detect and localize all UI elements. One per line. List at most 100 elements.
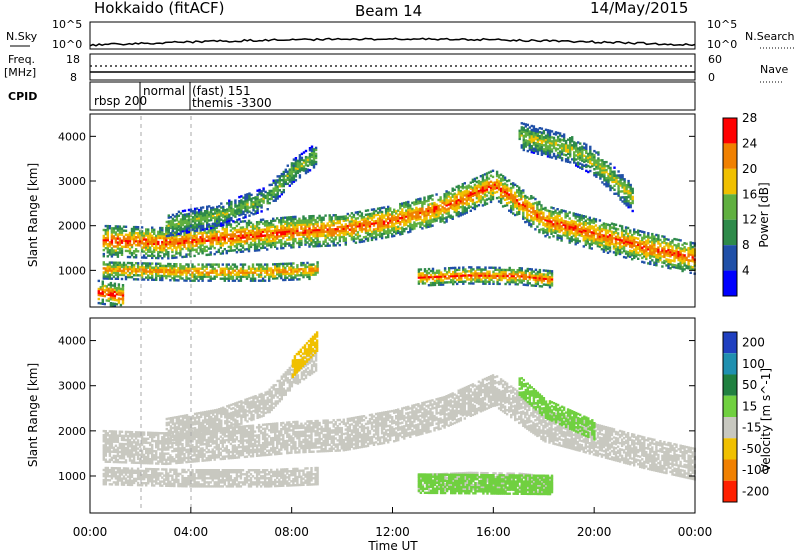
power-cell [409,214,412,217]
power-cell [624,256,628,259]
power-cell [147,278,150,281]
power-cell [518,202,521,205]
power-cell [473,191,477,195]
power-cell [336,234,339,237]
power-cell [598,233,602,236]
power-cell [254,206,257,209]
power-cell [147,248,150,251]
power-cell [542,275,546,278]
power-cell [512,277,515,280]
power-cell [614,253,618,257]
power-cell [467,198,470,201]
power-cell [203,269,206,272]
power-cell [651,235,654,238]
power-cell [250,203,253,207]
power-cell [409,218,412,221]
power-cell [266,265,269,268]
power-cell [217,236,220,239]
power-cell [211,263,214,266]
power-cell [510,186,513,190]
power-cell [405,205,408,208]
power-cell [454,272,457,276]
power-cell [181,221,185,225]
power-cell [191,238,194,242]
power-cell [445,271,449,274]
power-cell [596,232,600,236]
power-cell [494,268,497,271]
power-cell [171,225,175,229]
power-cell [482,282,485,285]
power-cell [302,269,305,273]
power-cell [189,241,192,244]
power-cell [197,246,200,249]
power-cell [153,278,156,281]
power-cell [671,249,674,252]
power-cell [140,272,144,275]
power-cell [592,219,596,223]
power-cell [538,218,541,222]
power-cell [457,213,460,216]
power-cell [520,204,523,207]
power-cell [364,225,368,229]
power-cell [221,269,224,272]
power-cell [233,241,237,244]
power-cell [212,222,215,225]
power-cell [481,188,485,191]
power-cell [489,188,493,191]
power-cell [419,217,422,221]
power-cell [257,226,261,230]
power-cell [687,251,690,254]
power-cell [435,211,438,214]
power-cell [618,236,622,240]
power-cell [354,233,358,236]
power-cell [246,205,249,208]
power-cell [395,212,398,215]
power-cell [604,229,608,232]
power-cell [496,274,499,278]
power-cell [433,207,436,211]
power-cell [282,278,285,282]
power-cell [165,268,168,272]
power-cell [643,249,646,252]
power-cell [145,272,148,275]
power-cell [478,266,481,269]
power-cell [247,249,251,253]
power-cell [659,254,662,258]
power-cell [244,205,247,209]
power-cell [534,228,537,231]
power-cell [209,225,212,228]
power-cell [667,244,670,247]
power-cell [195,275,198,278]
power-cell [266,222,269,225]
power-cell [211,235,214,238]
power-cell [261,246,265,249]
power-cell [584,227,587,230]
power-cell [199,232,202,235]
power-cell [516,191,519,194]
power-cell [382,232,386,235]
power-cell [112,265,116,268]
power-cell [554,211,557,214]
power-cell [433,218,436,221]
power-cell [516,283,519,286]
power-cell [437,283,441,286]
power-cell [552,229,555,232]
power-cell [284,178,287,182]
power-cell [290,164,294,167]
power-cell [423,224,426,228]
power-cell [439,273,443,276]
power-cell [558,218,561,221]
power-cell [318,218,321,222]
power-cell [193,223,197,227]
power-cell [673,251,676,255]
power-cell [122,229,126,232]
power-cell [397,225,400,228]
power-cell [616,246,620,249]
power-cell [183,227,187,230]
power-cell [216,215,219,219]
power-cell [288,268,291,271]
power-cell [251,277,255,280]
power-cell [225,267,228,270]
power-cell [211,243,214,246]
power-cell [439,208,442,211]
